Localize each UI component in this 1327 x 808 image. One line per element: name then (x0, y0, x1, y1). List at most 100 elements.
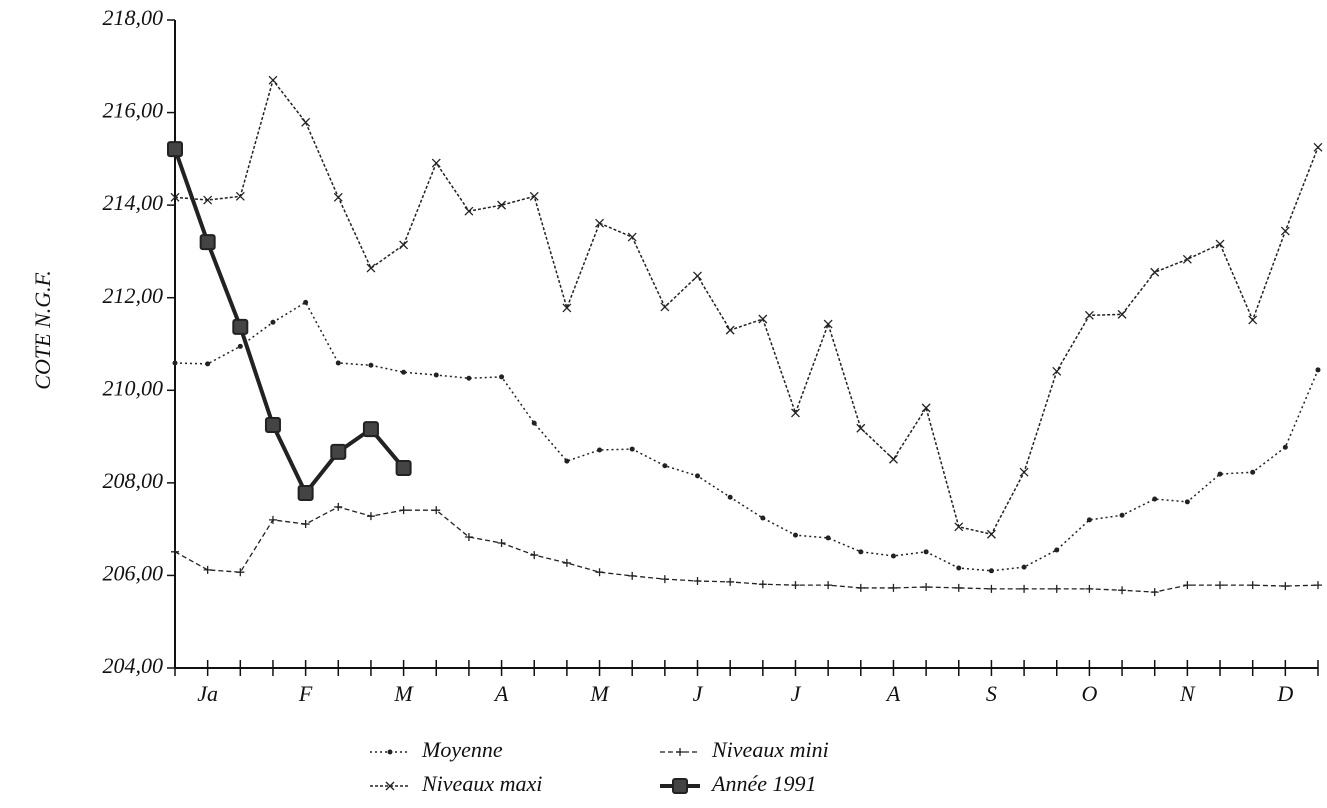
point (954, 583, 963, 592)
point (672, 778, 688, 794)
point (824, 581, 833, 590)
point (1150, 588, 1159, 597)
point (395, 460, 412, 477)
point (858, 549, 864, 555)
point (1054, 547, 1060, 553)
point (856, 583, 865, 592)
point (1150, 267, 1160, 277)
x-tick-label: A (885, 681, 901, 706)
point (726, 577, 735, 586)
point (856, 423, 866, 433)
point (466, 375, 472, 381)
y-tick-label: 206,00 (103, 560, 164, 585)
point (431, 158, 441, 168)
point (595, 568, 604, 577)
point (1086, 517, 1092, 523)
point (171, 547, 179, 556)
point (956, 565, 962, 571)
point (268, 75, 278, 85)
point (662, 463, 668, 469)
point (432, 506, 441, 515)
x-tick-label: S (986, 681, 997, 706)
point (727, 494, 733, 500)
point (1182, 254, 1192, 264)
point (170, 192, 180, 202)
point (236, 568, 245, 577)
legend-label: Moyenne (421, 737, 503, 762)
point (399, 240, 409, 250)
point (362, 421, 379, 438)
point (1152, 496, 1158, 502)
series-line (173, 148, 406, 496)
point (1281, 582, 1290, 591)
point (1280, 226, 1290, 236)
point (497, 200, 507, 210)
x-tick-label: J (693, 681, 704, 706)
legend-label: Année 1991 (710, 771, 816, 796)
point (791, 408, 800, 418)
point (888, 454, 898, 464)
point (464, 206, 474, 216)
point (1248, 581, 1257, 590)
point (627, 232, 637, 242)
point (366, 512, 375, 521)
point (1183, 581, 1192, 590)
point (270, 319, 276, 325)
point (530, 551, 539, 560)
y-tick-label: 214,00 (103, 190, 164, 215)
y-tick-label: 208,00 (103, 468, 164, 493)
point (695, 473, 701, 479)
point (1019, 467, 1029, 477)
point (693, 576, 702, 585)
x-tick-label: F (298, 681, 313, 706)
point (1021, 564, 1027, 570)
point (1315, 367, 1321, 373)
point (172, 360, 178, 366)
point (758, 314, 768, 324)
point (725, 325, 735, 335)
point (385, 781, 395, 791)
point (564, 458, 570, 464)
point (1118, 586, 1127, 595)
x-tick-label: M (589, 681, 610, 706)
point (922, 583, 931, 591)
x-tick-label: N (1179, 681, 1196, 706)
point (986, 529, 996, 539)
point (987, 584, 996, 593)
point (531, 420, 537, 426)
point (433, 372, 439, 378)
point (1248, 315, 1258, 325)
point (1020, 584, 1029, 593)
point (1052, 366, 1062, 376)
point (825, 535, 831, 541)
y-tick-label: 216,00 (103, 98, 164, 123)
point (1313, 142, 1323, 152)
point (629, 446, 635, 452)
point (330, 443, 347, 460)
x-tick-label: J (791, 681, 802, 706)
point (203, 195, 213, 205)
point (890, 553, 896, 559)
point (921, 403, 931, 413)
y-axis-label: COTE N.G.F. (30, 270, 55, 389)
point (562, 303, 572, 313)
point (368, 362, 374, 368)
x-tick-label: Ja (197, 681, 218, 706)
point (1084, 310, 1094, 320)
point (529, 191, 539, 201)
point (335, 360, 341, 366)
legend-label: Niveaux mini (711, 737, 829, 762)
x-tick-label: O (1081, 681, 1097, 706)
point (628, 571, 637, 580)
point (1052, 584, 1061, 593)
point (823, 319, 833, 329)
x-tick-label: D (1276, 681, 1293, 706)
point (954, 522, 964, 532)
point (301, 117, 311, 127)
point (660, 575, 669, 584)
point (1184, 499, 1190, 505)
point (1085, 584, 1094, 593)
point (401, 369, 407, 375)
y-tick-label: 204,00 (103, 653, 164, 678)
